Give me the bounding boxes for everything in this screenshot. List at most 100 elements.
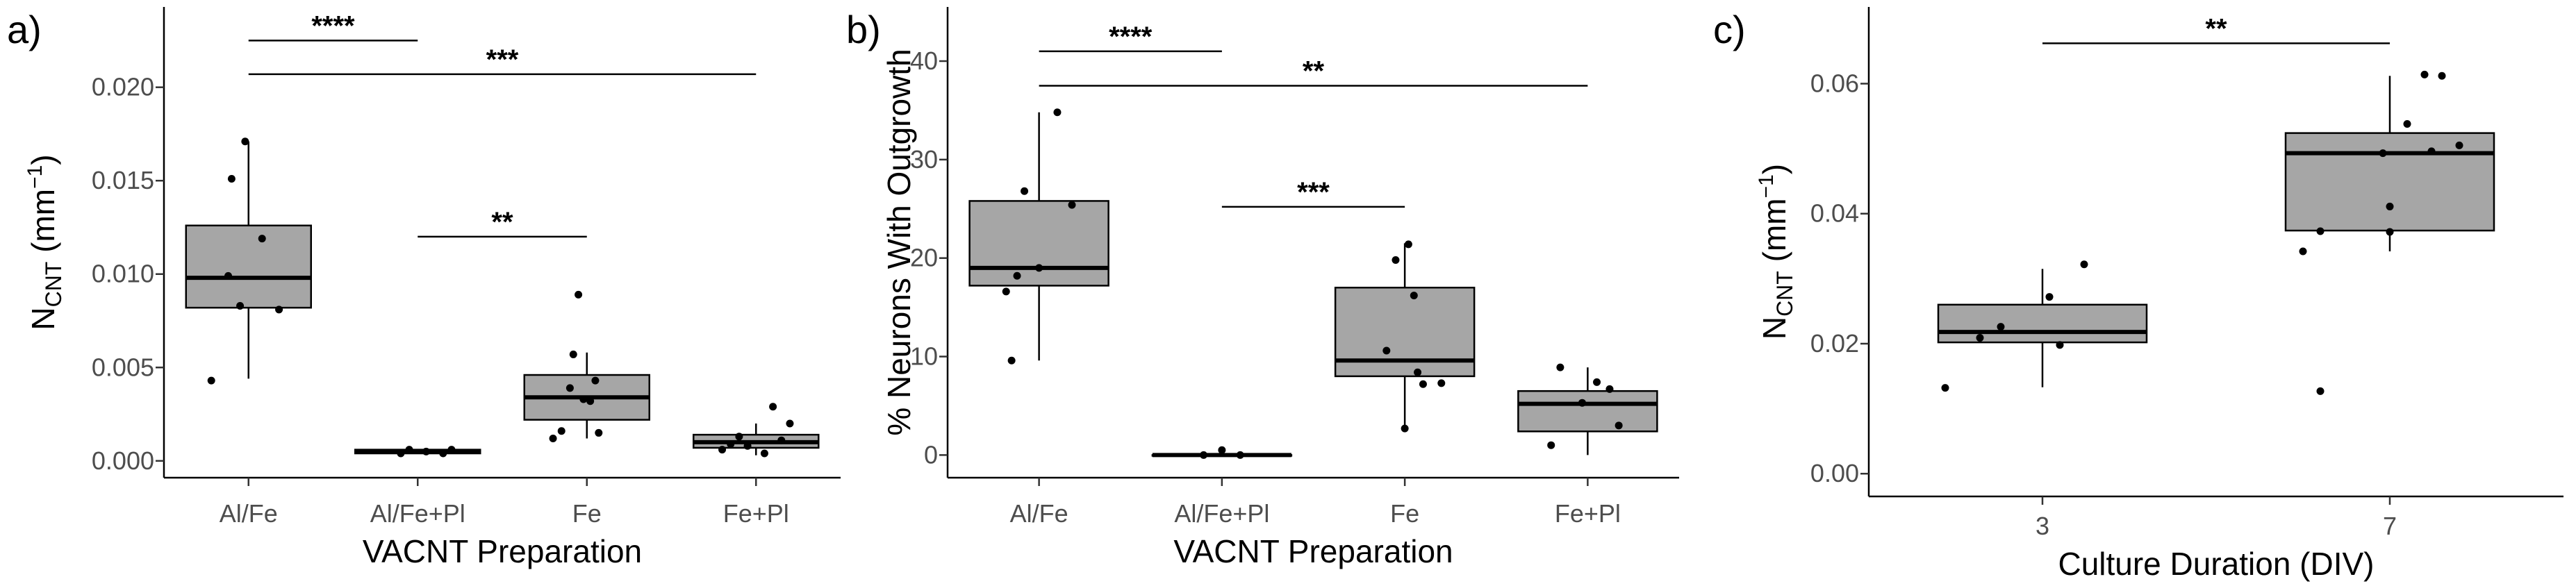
y-tick-label: 0.015 [92, 166, 154, 194]
box-al-fe-pl [354, 449, 481, 455]
y-axis-title-subscript: CNT [41, 262, 66, 308]
y-axis-title-subscript: CNT [1772, 271, 1797, 317]
data-point [2316, 227, 2325, 235]
box-body [185, 224, 312, 309]
y-tick-label: 10 [910, 342, 938, 371]
chart-panel-3: c) 0.00 0.02 0.04 0.06 3 7 ** Culture Duration (… [1713, 7, 2563, 582]
y-tick-label: 30 [910, 145, 938, 174]
data-point [447, 446, 456, 454]
data-point [1218, 446, 1226, 454]
data-point [258, 235, 266, 243]
y-axis-title: NCNT (mm−1) [1755, 164, 1797, 340]
data-point [1401, 424, 1409, 433]
data-point [1404, 240, 1412, 249]
y-tick-label: 0 [924, 440, 938, 469]
data-point [236, 301, 245, 310]
data-point [422, 447, 430, 455]
data-point [557, 427, 565, 435]
box-body [1937, 303, 2148, 344]
y-tick-label: 0.000 [92, 446, 154, 475]
box-body [968, 200, 1109, 287]
data-point [2403, 120, 2411, 128]
data-point [439, 449, 447, 458]
y-tick-label: 0.06 [1810, 69, 1859, 97]
data-point [1021, 187, 1029, 195]
data-point [2386, 228, 2394, 236]
data-point [1419, 380, 1427, 388]
data-point [275, 305, 283, 314]
data-point [1200, 451, 1208, 459]
data-point [718, 446, 727, 454]
data-point [1382, 346, 1391, 355]
data-point [1053, 108, 1062, 117]
box-7 [2284, 76, 2495, 252]
data-point [1392, 256, 1400, 265]
data-point [1578, 399, 1586, 407]
data-point [1605, 385, 1614, 393]
data-point [2455, 141, 2463, 149]
y-axis-title-main: N [1756, 317, 1792, 340]
y-tick-label: 0.010 [92, 260, 154, 288]
y-axis-title-main: % Neurons With Outgrowth [881, 49, 917, 435]
y-tick-label: 0.005 [92, 353, 154, 381]
data-point [2427, 147, 2436, 156]
data-point [2316, 387, 2325, 395]
significance-label: *** [1297, 177, 1330, 208]
data-point [2386, 202, 2394, 210]
x-tick-label: Al/Fe [1010, 499, 1068, 528]
x-tick-label: Fe+Pl [1555, 499, 1621, 528]
x-tick-label: Fe+Pl [723, 499, 789, 528]
data-point [727, 440, 735, 449]
data-point [1236, 451, 1244, 459]
x-tick-label: Al/Fe+Pl [1174, 499, 1269, 528]
panel-label: b) [846, 8, 881, 51]
x-axis-title: Culture Duration (DIV) [2058, 546, 2374, 582]
data-point [1035, 264, 1043, 272]
y-axis-title-superscript: −1 [1755, 174, 1778, 198]
data-point [1414, 368, 1422, 376]
data-point [735, 433, 743, 441]
data-point [1013, 271, 1021, 280]
x-axis-title: VACNT Preparation [1173, 533, 1453, 569]
x-tick-label: 3 [2036, 512, 2049, 540]
data-point [2438, 72, 2446, 80]
data-point [2080, 260, 2088, 269]
significance-label: ** [491, 207, 513, 237]
panel-label: c) [1713, 8, 1746, 51]
data-point [760, 449, 768, 458]
data-point [595, 428, 603, 437]
x-tick-label: Al/Fe [220, 499, 278, 528]
data-point [207, 376, 215, 385]
data-point [1547, 441, 1555, 449]
data-point [2056, 341, 2064, 349]
data-point [1997, 323, 2005, 331]
x-tick-label: 7 [2383, 512, 2397, 540]
data-point [2045, 293, 2054, 301]
chart-panel-1: a) 0.000 0.005 0.010 0.015 0.020 Al/Fe Al/Fe+Pl… [7, 7, 841, 569]
data-point [569, 350, 577, 358]
data-point [769, 403, 777, 411]
data-point [575, 290, 583, 299]
box-al-fe [185, 141, 312, 379]
data-point [1437, 379, 1446, 387]
y-tick-label: 40 [910, 47, 938, 75]
data-point [1068, 201, 1076, 209]
y-axis-title-unit: (mm [25, 189, 61, 262]
data-point [1556, 363, 1564, 371]
y-tick-label: 0.00 [1810, 459, 1859, 487]
y-axis-title-unit-close: ) [25, 154, 61, 165]
data-point [2420, 70, 2429, 78]
data-point [2299, 247, 2307, 256]
x-tick-label: Al/Fe+Pl [370, 499, 465, 528]
box-fe [523, 352, 650, 439]
significance-label: ** [2205, 13, 2227, 44]
y-tick-label: 0.020 [92, 73, 154, 101]
box-fe-pl [693, 423, 820, 455]
significance-label: **** [1109, 22, 1153, 52]
data-point [1976, 334, 1984, 342]
data-point [786, 419, 794, 428]
box-body [1517, 390, 1658, 433]
y-axis-title: % Neurons With Outgrowth [881, 49, 917, 435]
significance-label: ** [1303, 56, 1325, 86]
